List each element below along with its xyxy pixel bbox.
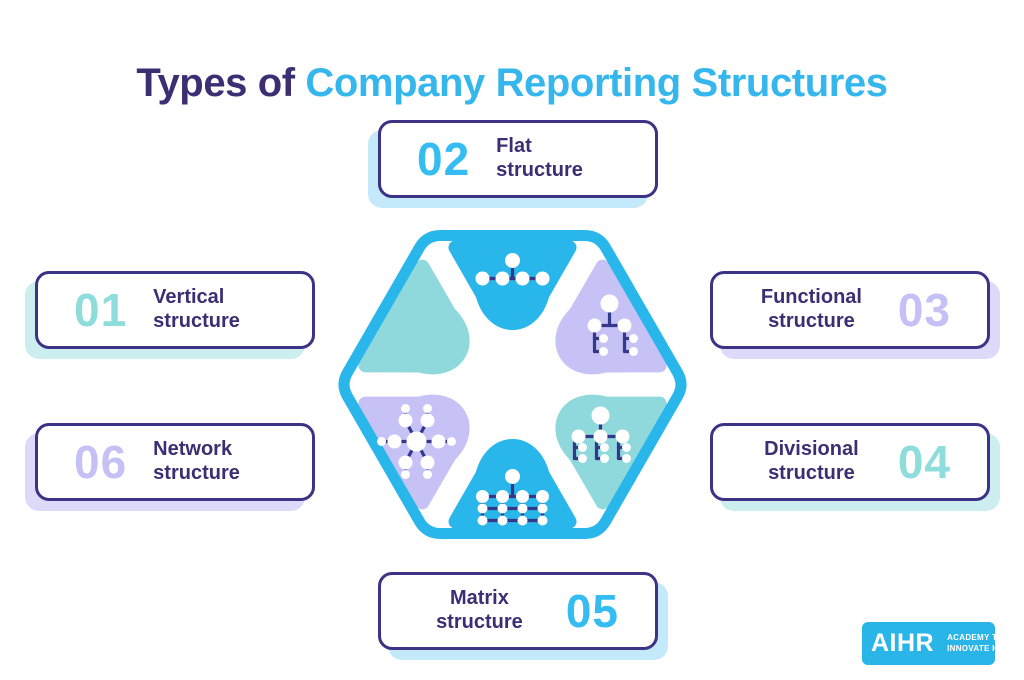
matrix-structure-icon: [476, 469, 549, 526]
hexagon-diagram: [332, 224, 693, 545]
title-highlight: Company Reporting Structures: [305, 60, 888, 105]
flat-structure-icon: [475, 253, 550, 286]
hexagon-outline: [338, 230, 687, 539]
card-number: 02: [417, 133, 471, 185]
network-structure-icon: [377, 404, 456, 479]
petal-network: [358, 394, 470, 510]
card-number: 03: [897, 284, 951, 336]
card-divisional-structure: Divisional structure 04: [710, 423, 990, 501]
card-functional-structure: Functional structure 03: [710, 271, 990, 349]
functional-structure-icon: [587, 294, 638, 356]
divisional-structure-icon: [571, 406, 631, 463]
card-number: 04: [897, 436, 951, 488]
card-label: Flat structure: [496, 135, 583, 181]
card-label: Vertical structure: [153, 286, 240, 332]
aihr-logo-tagline: ACADEMY TO INNOVATE HR: [947, 633, 1005, 653]
card-number: 05: [565, 585, 619, 637]
card-label: Matrix structure: [436, 587, 523, 633]
card-label: Functional structure: [760, 286, 862, 332]
title-prefix: Types of: [136, 60, 306, 105]
aihr-logo: AIHR ACADEMY TO INNOVATE HR: [862, 622, 1004, 665]
card-flat-structure: 02 Flat structure: [378, 120, 658, 198]
card-label: Divisional structure: [764, 438, 859, 484]
petal-vertical: [358, 259, 470, 375]
card-network-structure: 06 Network structure: [35, 423, 315, 501]
card-label: Network structure: [153, 438, 240, 484]
card-number: 06: [74, 436, 128, 488]
card-vertical-structure: 01 Vertical structure: [35, 271, 315, 349]
card-number: 01: [74, 284, 128, 336]
card-matrix-structure: Matrix structure 05: [378, 572, 658, 650]
page-title: Types of Company Reporting Structures: [0, 61, 1024, 106]
petal-flat: [448, 240, 577, 330]
aihr-logo-brand: AIHR: [871, 629, 935, 657]
